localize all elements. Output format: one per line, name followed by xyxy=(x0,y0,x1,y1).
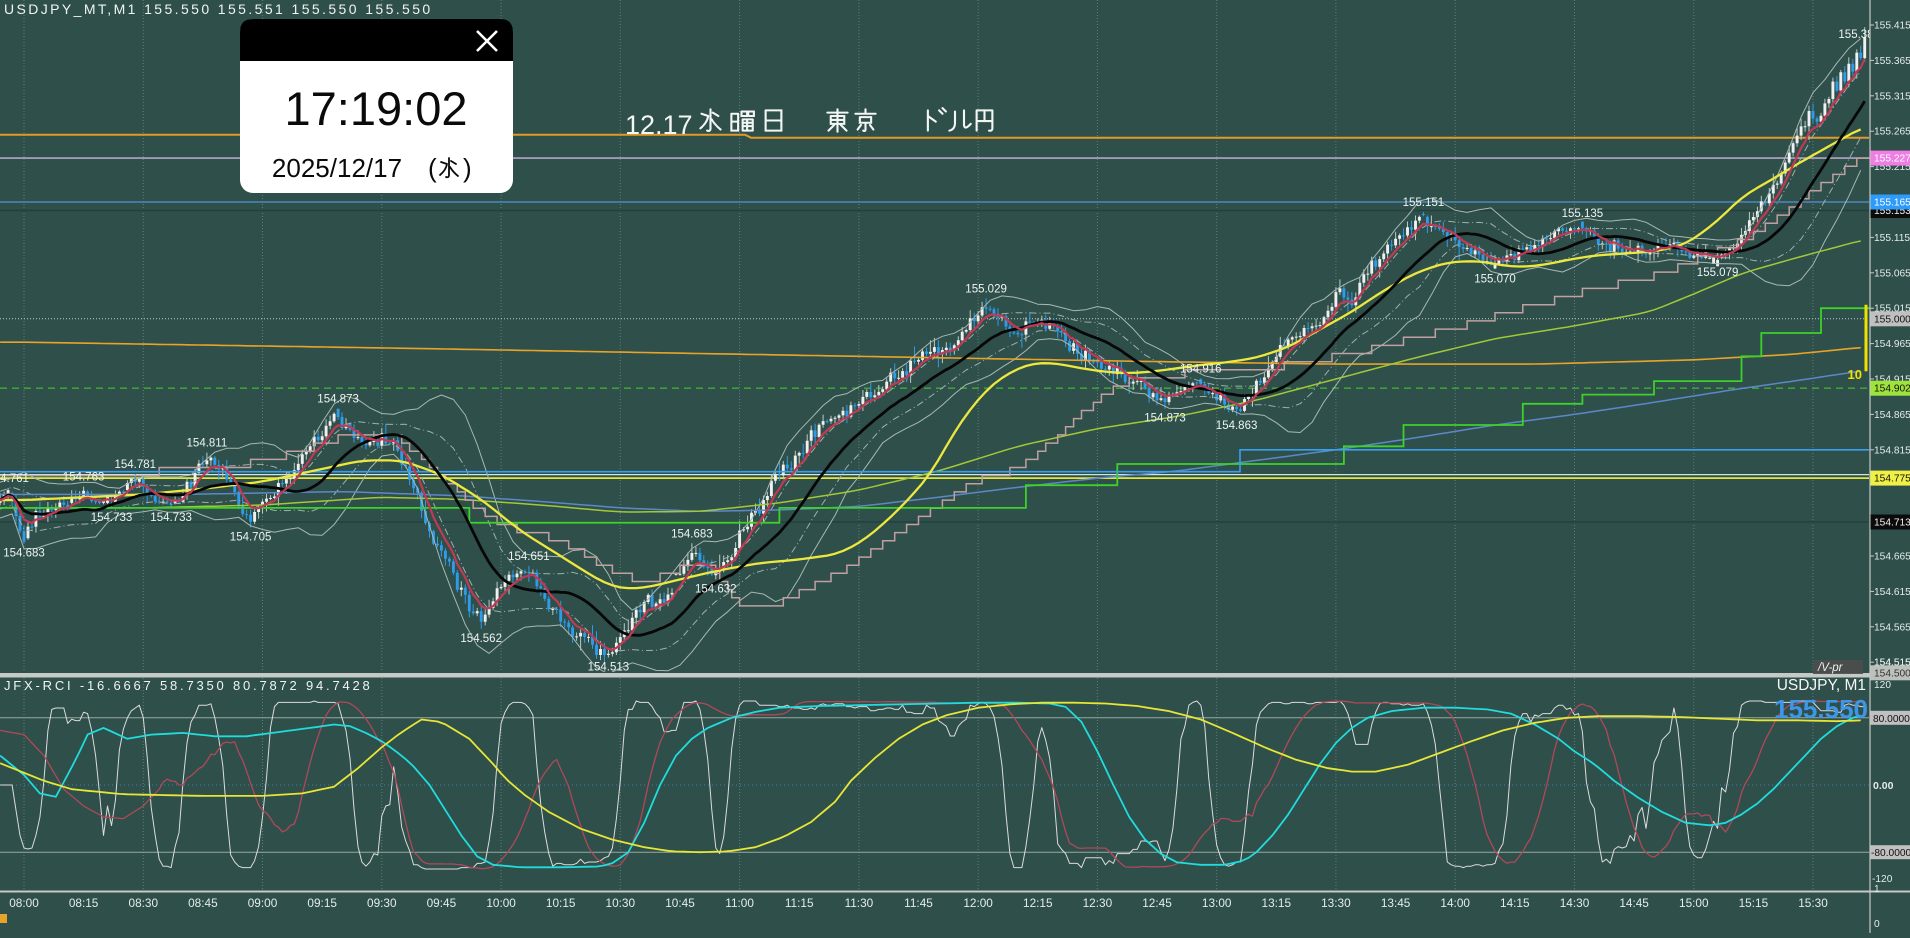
svg-text:USDJPY, M1: USDJPY, M1 xyxy=(1777,677,1866,694)
svg-text:120: 120 xyxy=(1874,680,1891,691)
svg-text:154.781: 154.781 xyxy=(115,459,157,471)
svg-text:(: ( xyxy=(428,153,437,183)
svg-text:1: 1 xyxy=(1874,884,1880,895)
svg-text:154.965: 154.965 xyxy=(1874,339,1910,350)
svg-text:10: 10 xyxy=(1848,367,1862,382)
svg-text:13:15: 13:15 xyxy=(1262,896,1292,910)
svg-text:155.38: 155.38 xyxy=(1838,29,1873,41)
svg-text:80.0000: 80.0000 xyxy=(1873,714,1910,725)
svg-text:17:19:02: 17:19:02 xyxy=(285,82,468,135)
svg-text:15:15: 15:15 xyxy=(1739,896,1769,910)
svg-text:155.550: 155.550 xyxy=(1774,694,1868,724)
svg-text:12:45: 12:45 xyxy=(1142,896,1172,910)
svg-text:08:15: 08:15 xyxy=(69,896,99,910)
svg-text:154.665: 154.665 xyxy=(1874,552,1910,563)
svg-text:155.000: 155.000 xyxy=(1874,314,1910,325)
svg-text:08:30: 08:30 xyxy=(129,896,159,910)
svg-text:154.733: 154.733 xyxy=(150,512,192,524)
svg-text:JFX-RCI -16.6667 58.7350 80.78: JFX-RCI -16.6667 58.7350 80.7872 94.7428 xyxy=(4,678,373,693)
svg-text:10:30: 10:30 xyxy=(606,896,636,910)
svg-text:154.565: 154.565 xyxy=(1874,622,1910,633)
svg-text:14:00: 14:00 xyxy=(1440,896,1470,910)
svg-text:155.070: 155.070 xyxy=(1474,273,1516,285)
svg-text:154.863: 154.863 xyxy=(1216,420,1258,432)
svg-text:154.811: 154.811 xyxy=(187,438,228,450)
svg-text:15:30: 15:30 xyxy=(1798,896,1828,910)
svg-text:155.135: 155.135 xyxy=(1562,208,1604,220)
svg-text:11:45: 11:45 xyxy=(904,896,933,910)
svg-text:155.079: 155.079 xyxy=(1697,267,1739,279)
svg-text:155.115: 155.115 xyxy=(1874,233,1910,244)
svg-text:154.683: 154.683 xyxy=(3,547,45,559)
svg-text:12:00: 12:00 xyxy=(963,896,993,910)
svg-text:154.761: 154.761 xyxy=(0,473,29,485)
svg-text:13:45: 13:45 xyxy=(1381,896,1411,910)
svg-text:11:15: 11:15 xyxy=(785,896,814,910)
svg-text:154.873: 154.873 xyxy=(317,394,359,406)
svg-text:12:30: 12:30 xyxy=(1083,896,1113,910)
svg-text:14:15: 14:15 xyxy=(1500,896,1530,910)
svg-text:155.415: 155.415 xyxy=(1874,21,1910,32)
svg-text:154.705: 154.705 xyxy=(230,532,272,544)
svg-text:155.227: 155.227 xyxy=(1874,154,1910,165)
svg-text:154.865: 154.865 xyxy=(1874,410,1910,421)
svg-text:154.513: 154.513 xyxy=(588,662,630,674)
svg-text:0: 0 xyxy=(1874,919,1880,930)
svg-text:154.775: 154.775 xyxy=(1874,474,1910,485)
svg-text:2025/12/17: 2025/12/17 xyxy=(272,153,402,183)
svg-text:154.651: 154.651 xyxy=(508,551,550,563)
svg-text:154.632: 154.632 xyxy=(695,583,737,595)
svg-text:09:45: 09:45 xyxy=(427,896,457,910)
svg-text:154.902: 154.902 xyxy=(1874,384,1910,395)
svg-text:14:45: 14:45 xyxy=(1619,896,1649,910)
svg-text:11:00: 11:00 xyxy=(725,896,754,910)
svg-text:11:30: 11:30 xyxy=(845,896,874,910)
svg-text:10:00: 10:00 xyxy=(486,896,516,910)
svg-text:154.763: 154.763 xyxy=(63,472,105,484)
svg-text:154.733: 154.733 xyxy=(91,512,133,524)
svg-text:155.029: 155.029 xyxy=(965,283,1007,295)
svg-text:09:00: 09:00 xyxy=(248,896,278,910)
svg-text:154.713: 154.713 xyxy=(1874,518,1910,529)
svg-text:155.365: 155.365 xyxy=(1874,56,1910,67)
svg-text:13:30: 13:30 xyxy=(1321,896,1351,910)
svg-text:154.615: 154.615 xyxy=(1874,587,1910,598)
svg-text:09:15: 09:15 xyxy=(307,896,337,910)
svg-text:15:00: 15:00 xyxy=(1679,896,1709,910)
svg-text:154.873: 154.873 xyxy=(1144,413,1186,425)
svg-text:USDJPY_MT,M1 155.550 155.551: USDJPY_MT,M1 155.550 155.551 155.550 155… xyxy=(4,1,433,17)
svg-text:154.562: 154.562 xyxy=(460,633,502,645)
svg-text:154.500: 154.500 xyxy=(1874,668,1910,679)
svg-text:/V-pr: /V-pr xyxy=(1817,662,1844,674)
svg-text:155.265: 155.265 xyxy=(1874,127,1910,138)
svg-text:08:45: 08:45 xyxy=(188,896,218,910)
svg-text:-80.0000: -80.0000 xyxy=(1871,848,1910,859)
svg-text:08:00: 08:00 xyxy=(9,896,39,910)
svg-text:154.916: 154.916 xyxy=(1180,363,1222,375)
svg-text:): ) xyxy=(463,153,472,183)
svg-text:155.151: 155.151 xyxy=(1403,197,1445,209)
svg-text:155.065: 155.065 xyxy=(1874,268,1910,279)
svg-text:13:00: 13:00 xyxy=(1202,896,1232,910)
svg-text:0.00: 0.00 xyxy=(1873,780,1894,792)
svg-text:155.165: 155.165 xyxy=(1874,198,1910,209)
svg-text:154.683: 154.683 xyxy=(671,528,713,540)
svg-text:09:30: 09:30 xyxy=(367,896,397,910)
svg-text:12:15: 12:15 xyxy=(1023,896,1053,910)
svg-text:12.17: 12.17 xyxy=(625,110,693,140)
svg-text:14:30: 14:30 xyxy=(1560,896,1590,910)
svg-text:10:15: 10:15 xyxy=(546,896,576,910)
svg-text:155.315: 155.315 xyxy=(1874,91,1910,102)
svg-text:10:45: 10:45 xyxy=(665,896,695,910)
svg-text:154.815: 154.815 xyxy=(1874,445,1910,456)
